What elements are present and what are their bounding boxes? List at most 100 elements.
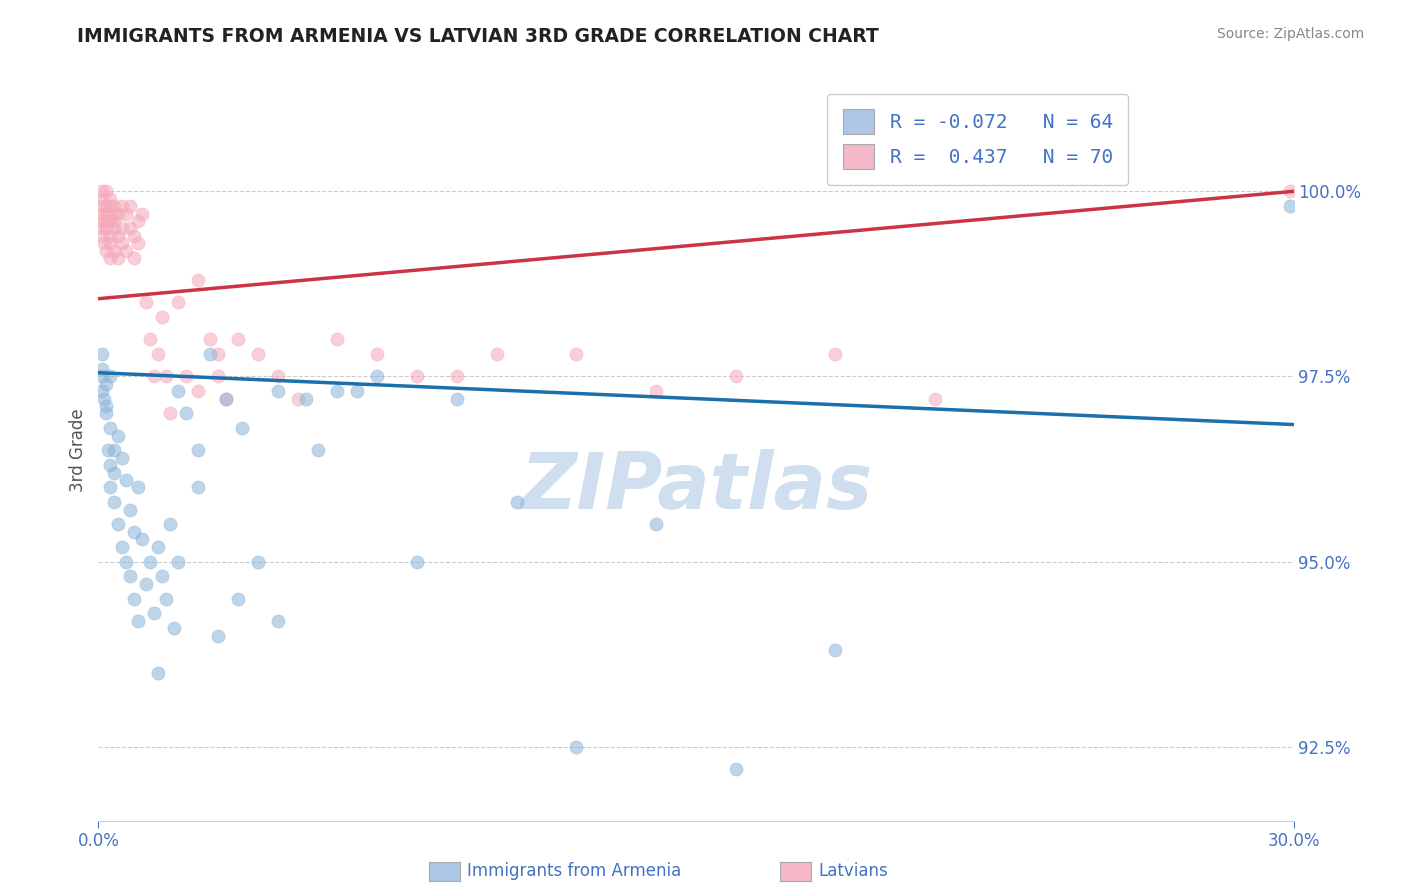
Point [124, 251, 146, 265]
Point [96, 221, 118, 235]
Point [90, 221, 112, 235]
Point [226, 333, 249, 347]
Point [111, 236, 134, 251]
Point [97, 443, 120, 458]
Point [131, 206, 153, 220]
Point [215, 392, 238, 406]
Point [187, 384, 209, 399]
Point [246, 347, 269, 361]
Point [645, 517, 668, 532]
Point [174, 369, 197, 384]
Text: Source: ZipAtlas.com: Source: ZipAtlas.com [1216, 27, 1364, 41]
Point [127, 236, 149, 251]
Point [103, 244, 125, 258]
Point [120, 199, 142, 213]
Point [103, 443, 125, 458]
Point [287, 392, 309, 406]
Point [107, 517, 129, 532]
Point [107, 206, 129, 220]
Point [143, 369, 166, 384]
Y-axis label: 3rd Grade: 3rd Grade [69, 409, 87, 492]
Point [90, 369, 112, 384]
Point [96, 185, 118, 199]
Point [163, 621, 186, 635]
Point [159, 517, 181, 532]
Point [346, 384, 368, 399]
Point [1278, 199, 1301, 213]
Point [103, 221, 125, 235]
Point [143, 607, 166, 621]
Point [111, 199, 134, 213]
Point [139, 555, 162, 569]
Text: IMMIGRANTS FROM ARMENIA VS LATVIAN 3RD GRADE CORRELATION CHART: IMMIGRANTS FROM ARMENIA VS LATVIAN 3RD G… [77, 27, 879, 45]
Point [724, 762, 747, 776]
Point [187, 481, 209, 495]
Point [187, 273, 209, 287]
Point [127, 481, 149, 495]
Point [150, 310, 173, 325]
Text: Immigrants from Armenia: Immigrants from Armenia [467, 863, 681, 880]
Point [724, 369, 747, 384]
Point [111, 450, 134, 465]
Point [1278, 185, 1301, 199]
Point [96, 199, 118, 213]
Point [246, 555, 269, 569]
Point [139, 333, 162, 347]
Point [91, 228, 114, 243]
Point [91, 362, 114, 376]
Point [91, 192, 114, 206]
Point [111, 221, 134, 235]
Point [485, 347, 508, 361]
Point [207, 347, 229, 361]
Point [267, 384, 290, 399]
Point [98, 228, 122, 243]
Point [115, 473, 138, 487]
Point [115, 244, 138, 258]
Point [307, 443, 329, 458]
Text: ZIPatlas: ZIPatlas [520, 450, 872, 525]
Point [406, 555, 429, 569]
Point [267, 614, 290, 628]
Point [111, 540, 134, 554]
Point [148, 347, 170, 361]
Point [366, 369, 388, 384]
Point [96, 206, 118, 220]
Point [159, 407, 181, 421]
Point [115, 206, 138, 220]
Point [96, 244, 118, 258]
Point [207, 369, 229, 384]
Point [167, 384, 190, 399]
Point [198, 333, 221, 347]
Point [326, 384, 349, 399]
Point [96, 376, 118, 391]
Point [565, 739, 588, 754]
Point [174, 407, 197, 421]
Legend: R = -0.072   N = 64, R =  0.437   N = 70: R = -0.072 N = 64, R = 0.437 N = 70 [827, 94, 1129, 185]
Point [124, 591, 146, 606]
Point [91, 214, 114, 228]
Point [103, 206, 125, 220]
Point [98, 458, 122, 473]
Point [207, 629, 229, 643]
Point [406, 369, 429, 384]
Point [131, 533, 153, 547]
Point [98, 369, 122, 384]
Point [96, 214, 118, 228]
Point [231, 421, 253, 435]
Point [120, 569, 142, 583]
Point [103, 495, 125, 509]
Point [124, 524, 146, 539]
Point [326, 333, 349, 347]
Point [93, 392, 115, 406]
Point [824, 347, 846, 361]
Point [98, 421, 122, 435]
Point [103, 466, 125, 480]
Point [167, 295, 190, 310]
Point [127, 614, 149, 628]
Point [120, 502, 142, 516]
Point [148, 540, 170, 554]
Point [155, 369, 177, 384]
Point [107, 251, 129, 265]
Point [91, 384, 114, 399]
Point [91, 206, 114, 220]
